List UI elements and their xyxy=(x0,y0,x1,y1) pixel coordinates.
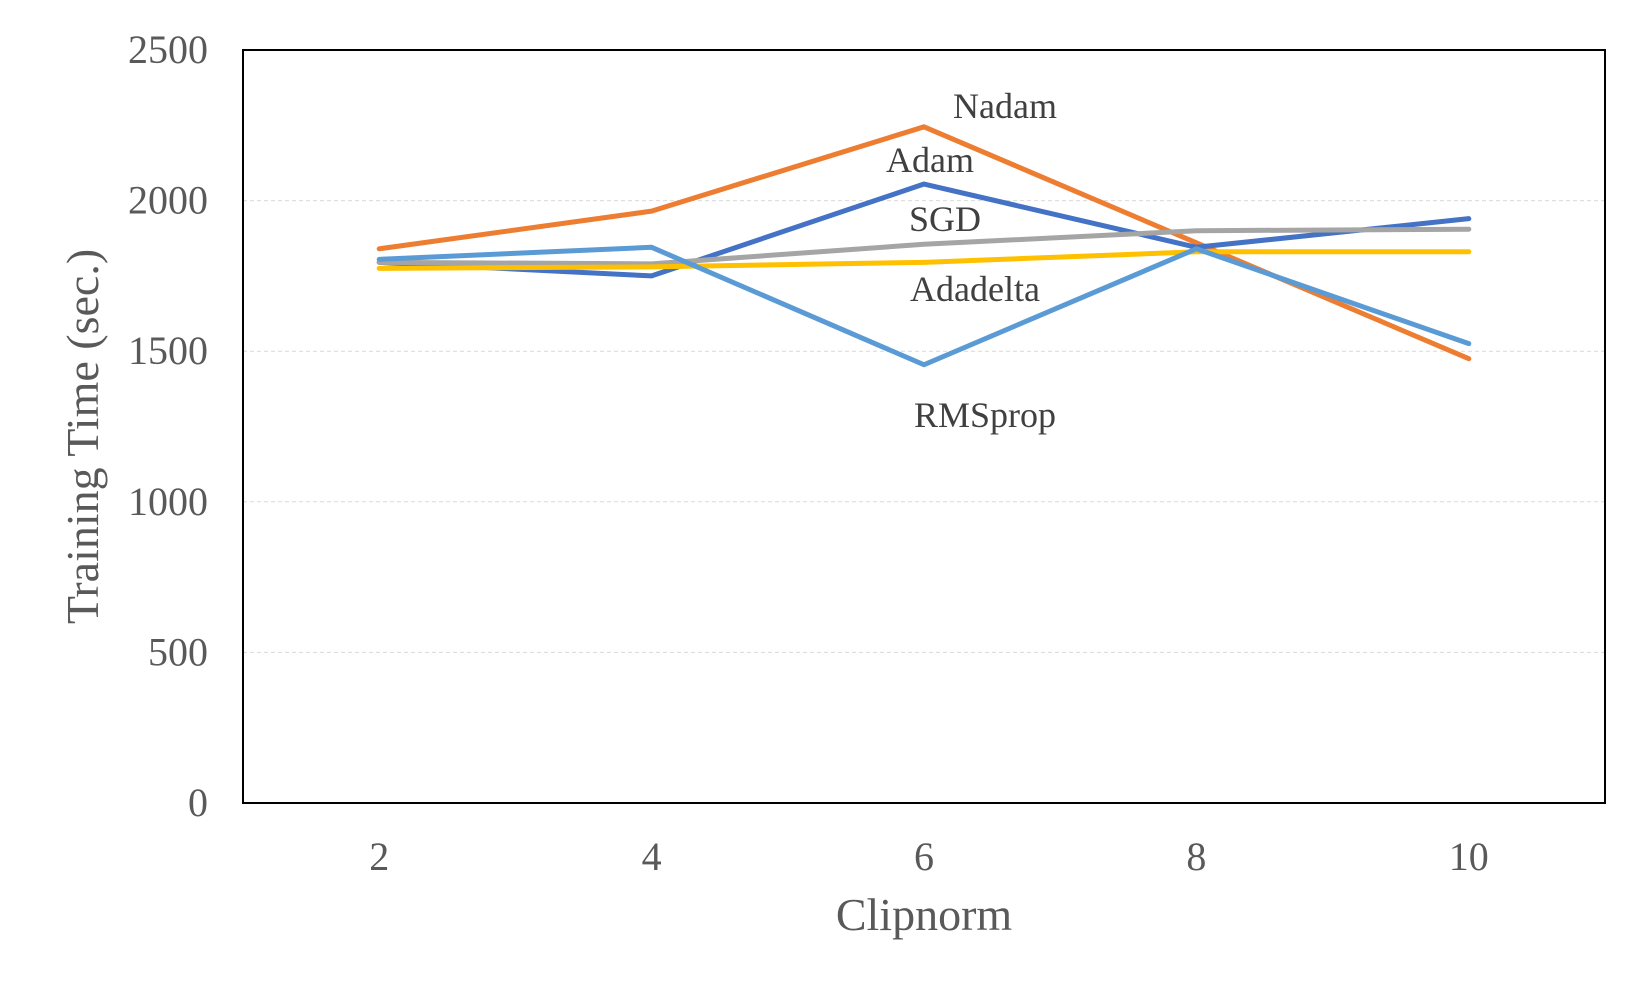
series-line-adam xyxy=(376,181,1472,279)
series-label-adam: Adam xyxy=(886,140,974,180)
y-axis-ticks: 0 500 1000 1500 2000 2500 xyxy=(128,27,208,825)
x-axis-title: Clipnorm xyxy=(836,889,1013,940)
y-tick-label: 2000 xyxy=(128,178,208,223)
series-label-adadelta: Adadelta xyxy=(910,269,1040,309)
x-tick-label: 10 xyxy=(1449,834,1489,879)
x-axis-ticks: 2 4 6 8 10 xyxy=(369,834,1489,879)
series-label-nadam: Nadam xyxy=(953,86,1057,126)
x-tick-label: 2 xyxy=(369,834,389,879)
series-line-sgd xyxy=(376,226,1472,267)
y-tick-label: 2500 xyxy=(128,27,208,72)
plot-area-frame xyxy=(242,49,1606,804)
x-tick-label: 6 xyxy=(914,834,934,879)
series-label-sgd: SGD xyxy=(909,199,981,239)
x-tick-label: 8 xyxy=(1186,834,1206,879)
y-tick-label: 1000 xyxy=(128,479,208,524)
y-tick-label: 0 xyxy=(188,780,208,825)
y-tick-label: 1500 xyxy=(128,328,208,373)
gridlines xyxy=(243,200,1605,653)
series-lines xyxy=(376,124,1472,368)
series-line-adadelta xyxy=(376,249,1472,271)
series-label-rmsprop: RMSprop xyxy=(914,395,1056,435)
series-labels: Nadam Adam SGD Adadelta RMSprop xyxy=(886,86,1057,435)
y-tick-label: 500 xyxy=(148,629,208,674)
x-tick-label: 4 xyxy=(642,834,662,879)
y-axis-title: Training Time (sec.) xyxy=(57,249,108,624)
series-line-rmsprop xyxy=(376,244,1472,368)
